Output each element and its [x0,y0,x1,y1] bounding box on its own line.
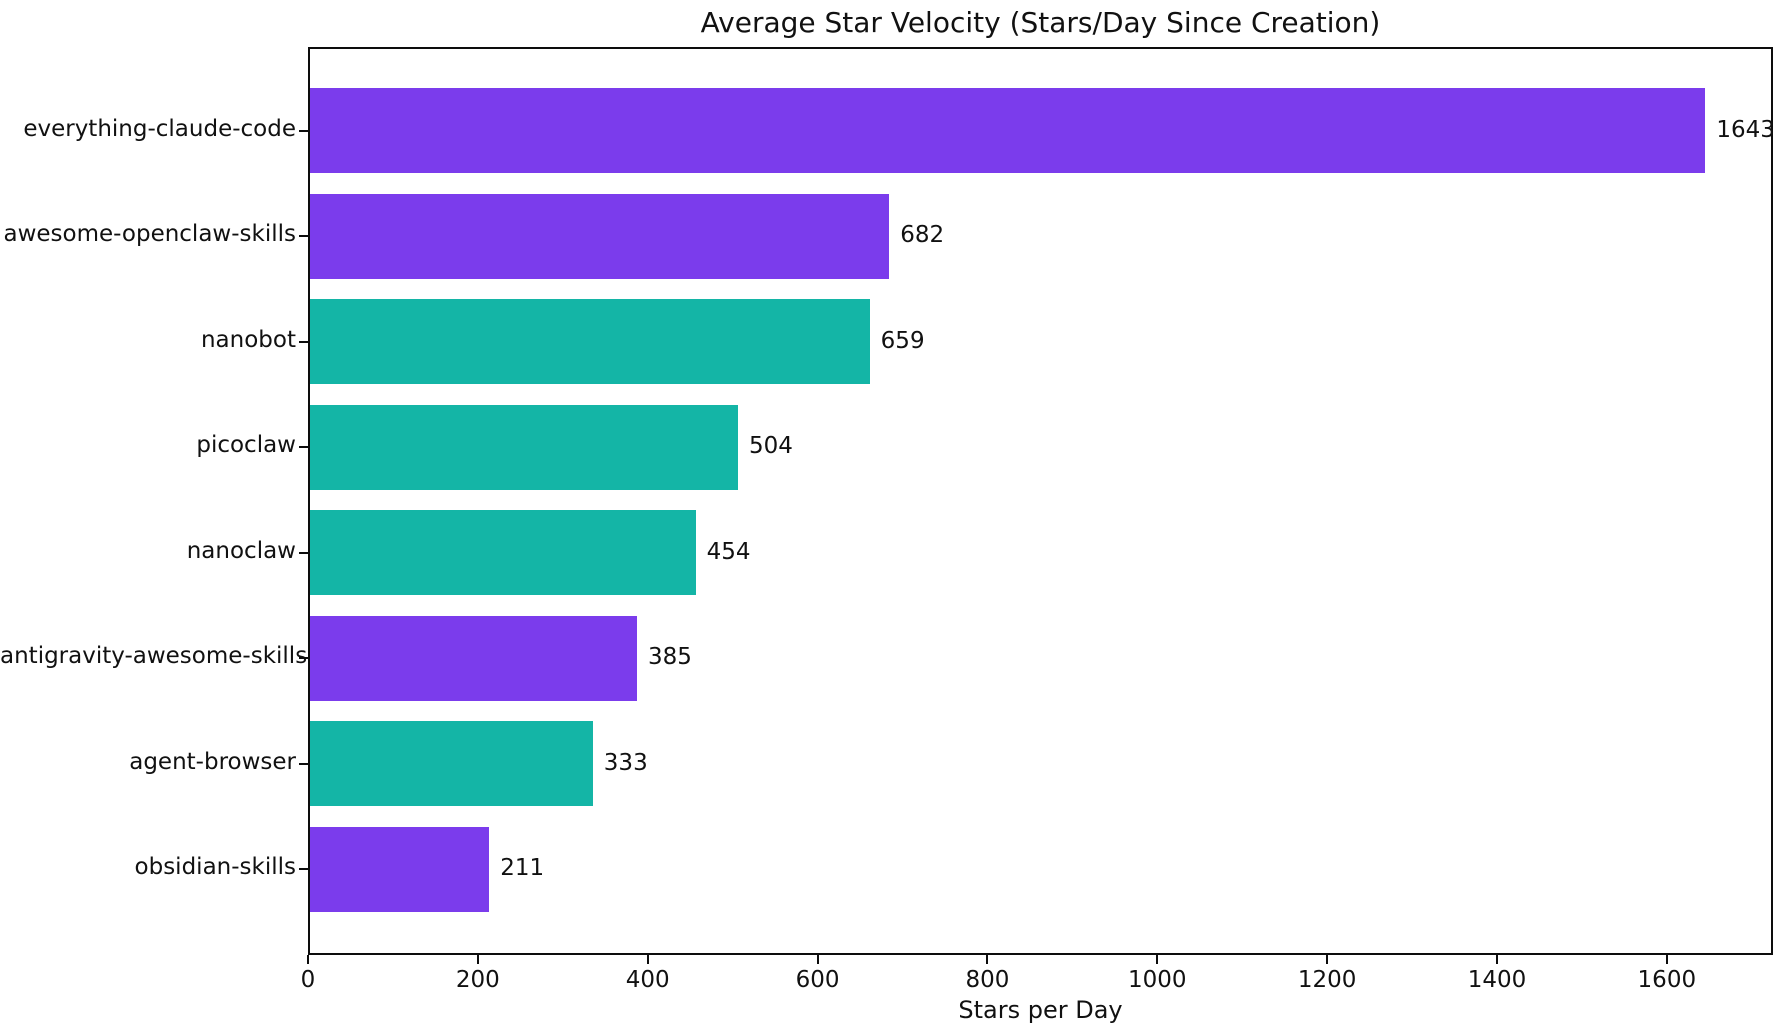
y-tick-mark [299,340,308,343]
x-tick-mark [646,955,649,964]
bar [310,193,890,279]
x-tick-mark [307,955,309,964]
category-label: nanobot [200,326,296,353]
y-tick-mark [299,446,308,449]
bar-value-label: 333 [603,749,648,776]
category-label: antigravity-awesome-skills [0,643,308,670]
category-label: picoclaw [196,432,296,459]
bar-value-label: 659 [880,327,925,354]
bar-value-label: 682 [900,222,945,249]
y-tick-mark [299,551,308,554]
x-tick-mark [1326,955,1329,964]
bar [310,615,637,701]
x-tick-label: 0 [300,967,316,993]
plot-area: 1643 682 659 504 454 385 333 211 [308,47,1775,955]
bar [310,510,696,596]
x-axis-title: Stars per Day [958,996,1123,1024]
category-label: obsidian-skills [134,854,296,881]
chart-title: Average Star Velocity (Stars/Day Since C… [700,6,1381,39]
y-tick-mark [299,868,308,871]
x-tick-label: 800 [965,967,1010,993]
x-tick-label: 1000 [1127,967,1187,993]
x-tick-label: 1600 [1637,967,1697,993]
x-tick-label: 600 [795,967,840,993]
x-tick-mark [1665,955,1668,964]
x-tick-label: 1400 [1467,967,1527,993]
x-tick-mark [1495,955,1498,964]
bar-value-label: 385 [647,644,692,671]
x-tick-label: 1200 [1297,967,1357,993]
bar [310,299,870,385]
x-tick-mark [476,955,479,964]
y-tick-mark [299,762,308,765]
bar-value-label: 454 [706,538,751,565]
bar-value-label: 504 [749,433,793,460]
bar [310,404,739,490]
x-tick-mark [986,955,989,964]
x-tick-mark [816,955,819,964]
x-tick-label: 200 [455,967,500,993]
y-tick-mark [299,657,308,660]
bar [310,721,593,807]
bar [310,88,1706,173]
category-label: nanoclaw [186,537,296,564]
category-label: agent-browser [129,748,296,775]
x-tick-label: 400 [625,967,670,993]
category-label: everything-claude-code [23,115,296,142]
y-tick-mark [299,129,308,132]
bar [310,826,490,912]
bar-value-label: 211 [500,855,545,882]
x-tick-mark [1156,955,1159,964]
bar-value-label: 1643 [1716,116,1775,143]
category-label: awesome-openclaw-skills [3,221,297,248]
y-tick-mark [299,235,308,238]
